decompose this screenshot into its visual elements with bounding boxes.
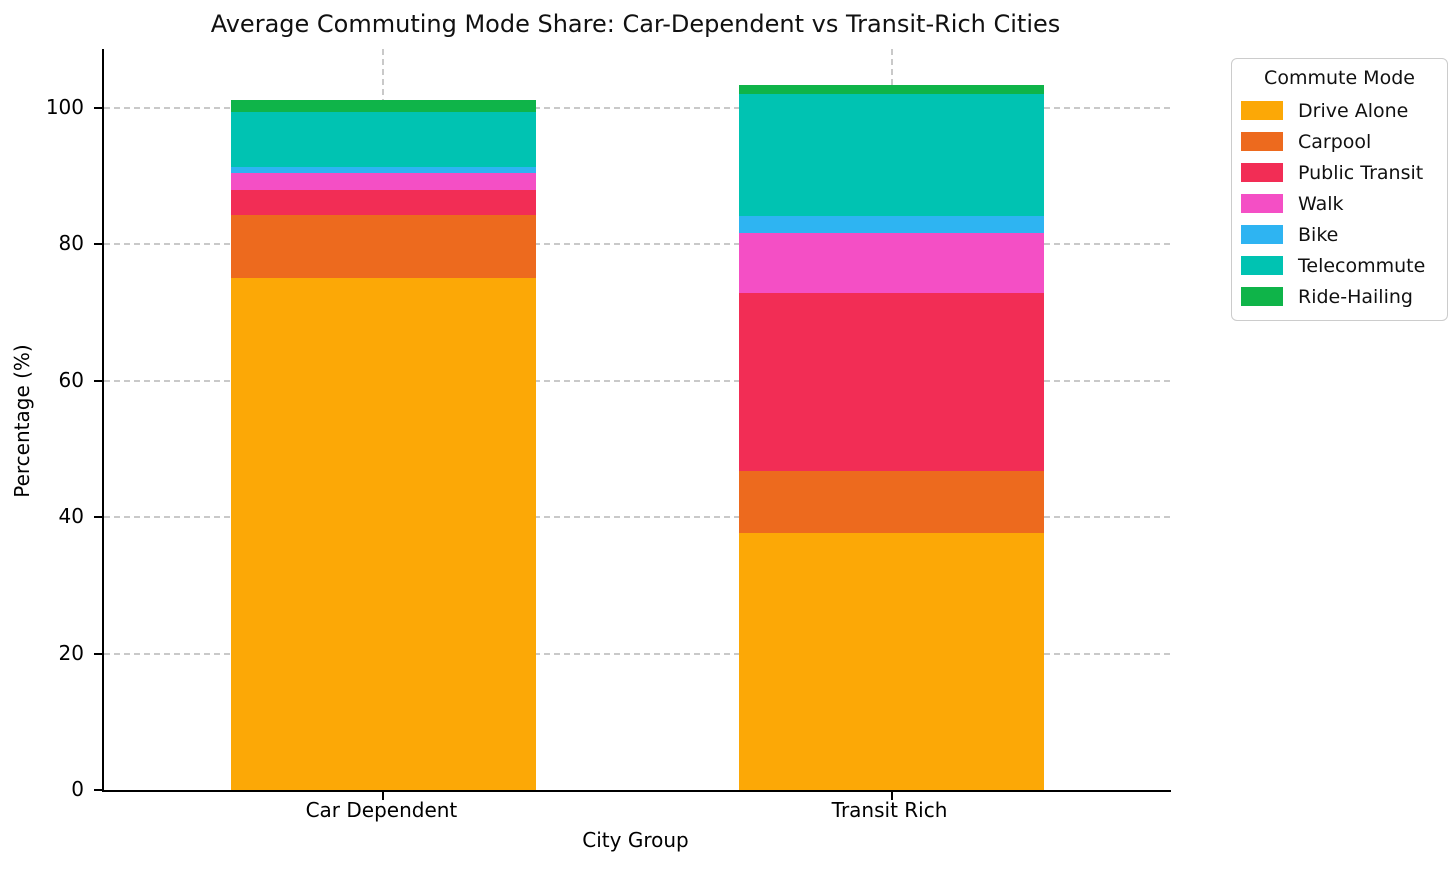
y-axis-label: Percentage (%) xyxy=(10,344,34,498)
legend-label: Bike xyxy=(1298,223,1339,246)
legend-label: Walk xyxy=(1298,192,1344,215)
bar-segment-public-transit xyxy=(230,190,536,215)
y-tick-mark xyxy=(94,789,102,791)
legend-swatch-icon xyxy=(1241,256,1283,275)
legend-swatch-icon xyxy=(1241,163,1283,182)
bar-segment-ride-hailing xyxy=(739,84,1045,95)
legend-entry-walk: Walk xyxy=(1232,188,1447,219)
x-tick-label-transit-rich: Transit Rich xyxy=(831,798,948,822)
legend-swatch-icon xyxy=(1241,101,1283,120)
y-tick-label: 20 xyxy=(58,640,84,665)
bar-segment-telecommute xyxy=(739,94,1045,216)
y-tick-mark xyxy=(94,516,102,519)
y-tick-mark xyxy=(94,106,102,109)
legend-entry-public-transit: Public Transit xyxy=(1232,157,1447,188)
legend-swatch-icon xyxy=(1241,225,1283,244)
bar-segment-carpool xyxy=(230,214,536,278)
bar-segment-walk xyxy=(230,172,536,191)
legend: Commute Mode Drive Alone Carpool Public Tr… xyxy=(1231,58,1448,321)
y-tick-label: 40 xyxy=(58,504,84,529)
bar-segment-walk xyxy=(739,232,1045,294)
legend-label: Drive Alone xyxy=(1298,99,1409,122)
gridline-horizontal xyxy=(104,379,1171,382)
legend-label: Telecommute xyxy=(1298,254,1426,277)
bar-segment-drive-alone xyxy=(739,532,1045,790)
y-tick-label: 100 xyxy=(45,94,84,119)
x-tick-label-car-dependent: Car Dependent xyxy=(305,798,458,822)
legend-entry-carpool: Carpool xyxy=(1232,126,1447,157)
legend-label: Ride-Hailing xyxy=(1298,285,1413,308)
y-tick-mark xyxy=(94,379,102,382)
bar-segment-ride-hailing xyxy=(230,100,536,112)
bar-segment-bike xyxy=(230,167,536,173)
gridline-horizontal xyxy=(104,243,1171,246)
legend-entry-telecommute: Telecommute xyxy=(1232,250,1447,281)
legend-swatch-icon xyxy=(1241,194,1283,213)
gridline-horizontal xyxy=(104,652,1171,655)
legend-swatch-icon xyxy=(1241,132,1283,151)
y-tick-mark xyxy=(94,243,102,246)
x-tick-mark xyxy=(382,792,385,800)
legend-label: Carpool xyxy=(1298,130,1372,153)
plot-area xyxy=(94,49,1171,800)
x-axis-label: City Group xyxy=(582,828,689,852)
gridline-horizontal xyxy=(104,516,1171,519)
bar-stack-transit-rich xyxy=(739,84,1045,790)
legend-entry-bike: Bike xyxy=(1232,219,1447,250)
bar-segment-telecommute xyxy=(230,111,536,168)
legend-entry-drive-alone: Drive Alone xyxy=(1232,95,1447,126)
legend-entry-ride-hailing: Ride-Hailing xyxy=(1232,281,1447,312)
y-tick-label: 60 xyxy=(58,367,84,392)
bar-segment-drive-alone xyxy=(230,277,536,790)
y-tick-label: 0 xyxy=(71,777,84,801)
x-tick-mark xyxy=(890,792,893,800)
legend-entries: Drive Alone Carpool Public Transit Walk Bike… xyxy=(1232,95,1447,312)
y-tick-mark xyxy=(94,652,102,655)
bar-segment-bike xyxy=(739,215,1045,233)
legend-swatch-icon xyxy=(1241,287,1283,306)
y-tick-label: 80 xyxy=(58,231,84,256)
bar-stack-car-dependent xyxy=(230,100,536,790)
bar-segment-carpool xyxy=(739,471,1045,533)
legend-label: Public Transit xyxy=(1298,161,1424,184)
bar-segment-public-transit xyxy=(739,293,1045,472)
gridline-horizontal xyxy=(104,106,1171,109)
chart-title: Average Commuting Mode Share: Car-Depend… xyxy=(210,10,1061,38)
legend-title: Commute Mode xyxy=(1264,67,1415,89)
